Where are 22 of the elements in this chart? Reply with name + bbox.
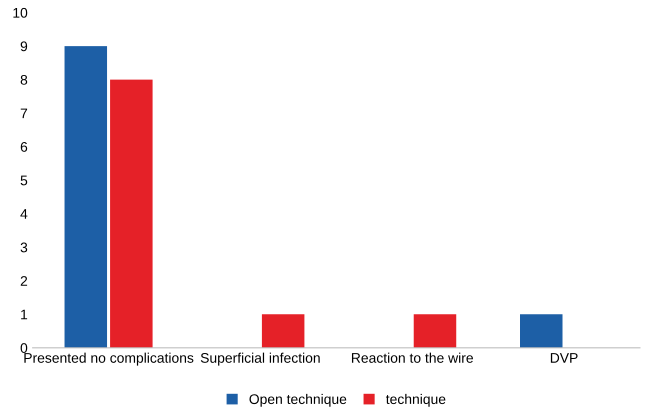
y-tick-label: 2	[20, 276, 28, 286]
y-tick-label: 7	[20, 108, 28, 118]
x-tick-label: DVP	[550, 353, 578, 363]
y-tick-label: 5	[20, 176, 28, 186]
x-tick-label: Reaction to the wire	[352, 352, 473, 363]
y-tick-label: 4	[20, 209, 28, 219]
y-tick-label: 10	[13, 8, 28, 18]
y-tick-label: 0	[20, 343, 28, 353]
y-tick-label: 9	[20, 41, 28, 52]
x-tick-label: Presented no complications	[24, 352, 194, 366]
y-tick-label: 1	[21, 310, 28, 320]
x-tick-label: Superficial infection	[200, 352, 320, 366]
bar	[262, 314, 304, 348]
y-tick-label: 8	[20, 74, 28, 85]
bar	[520, 314, 563, 348]
bar	[414, 314, 456, 348]
bar	[110, 80, 153, 348]
legend-label: Open technique	[249, 394, 346, 407]
legend-label: technique	[386, 394, 446, 407]
bar	[64, 46, 108, 348]
y-tick-label: 3	[20, 242, 28, 252]
y-tick-label: 6	[20, 142, 28, 152]
